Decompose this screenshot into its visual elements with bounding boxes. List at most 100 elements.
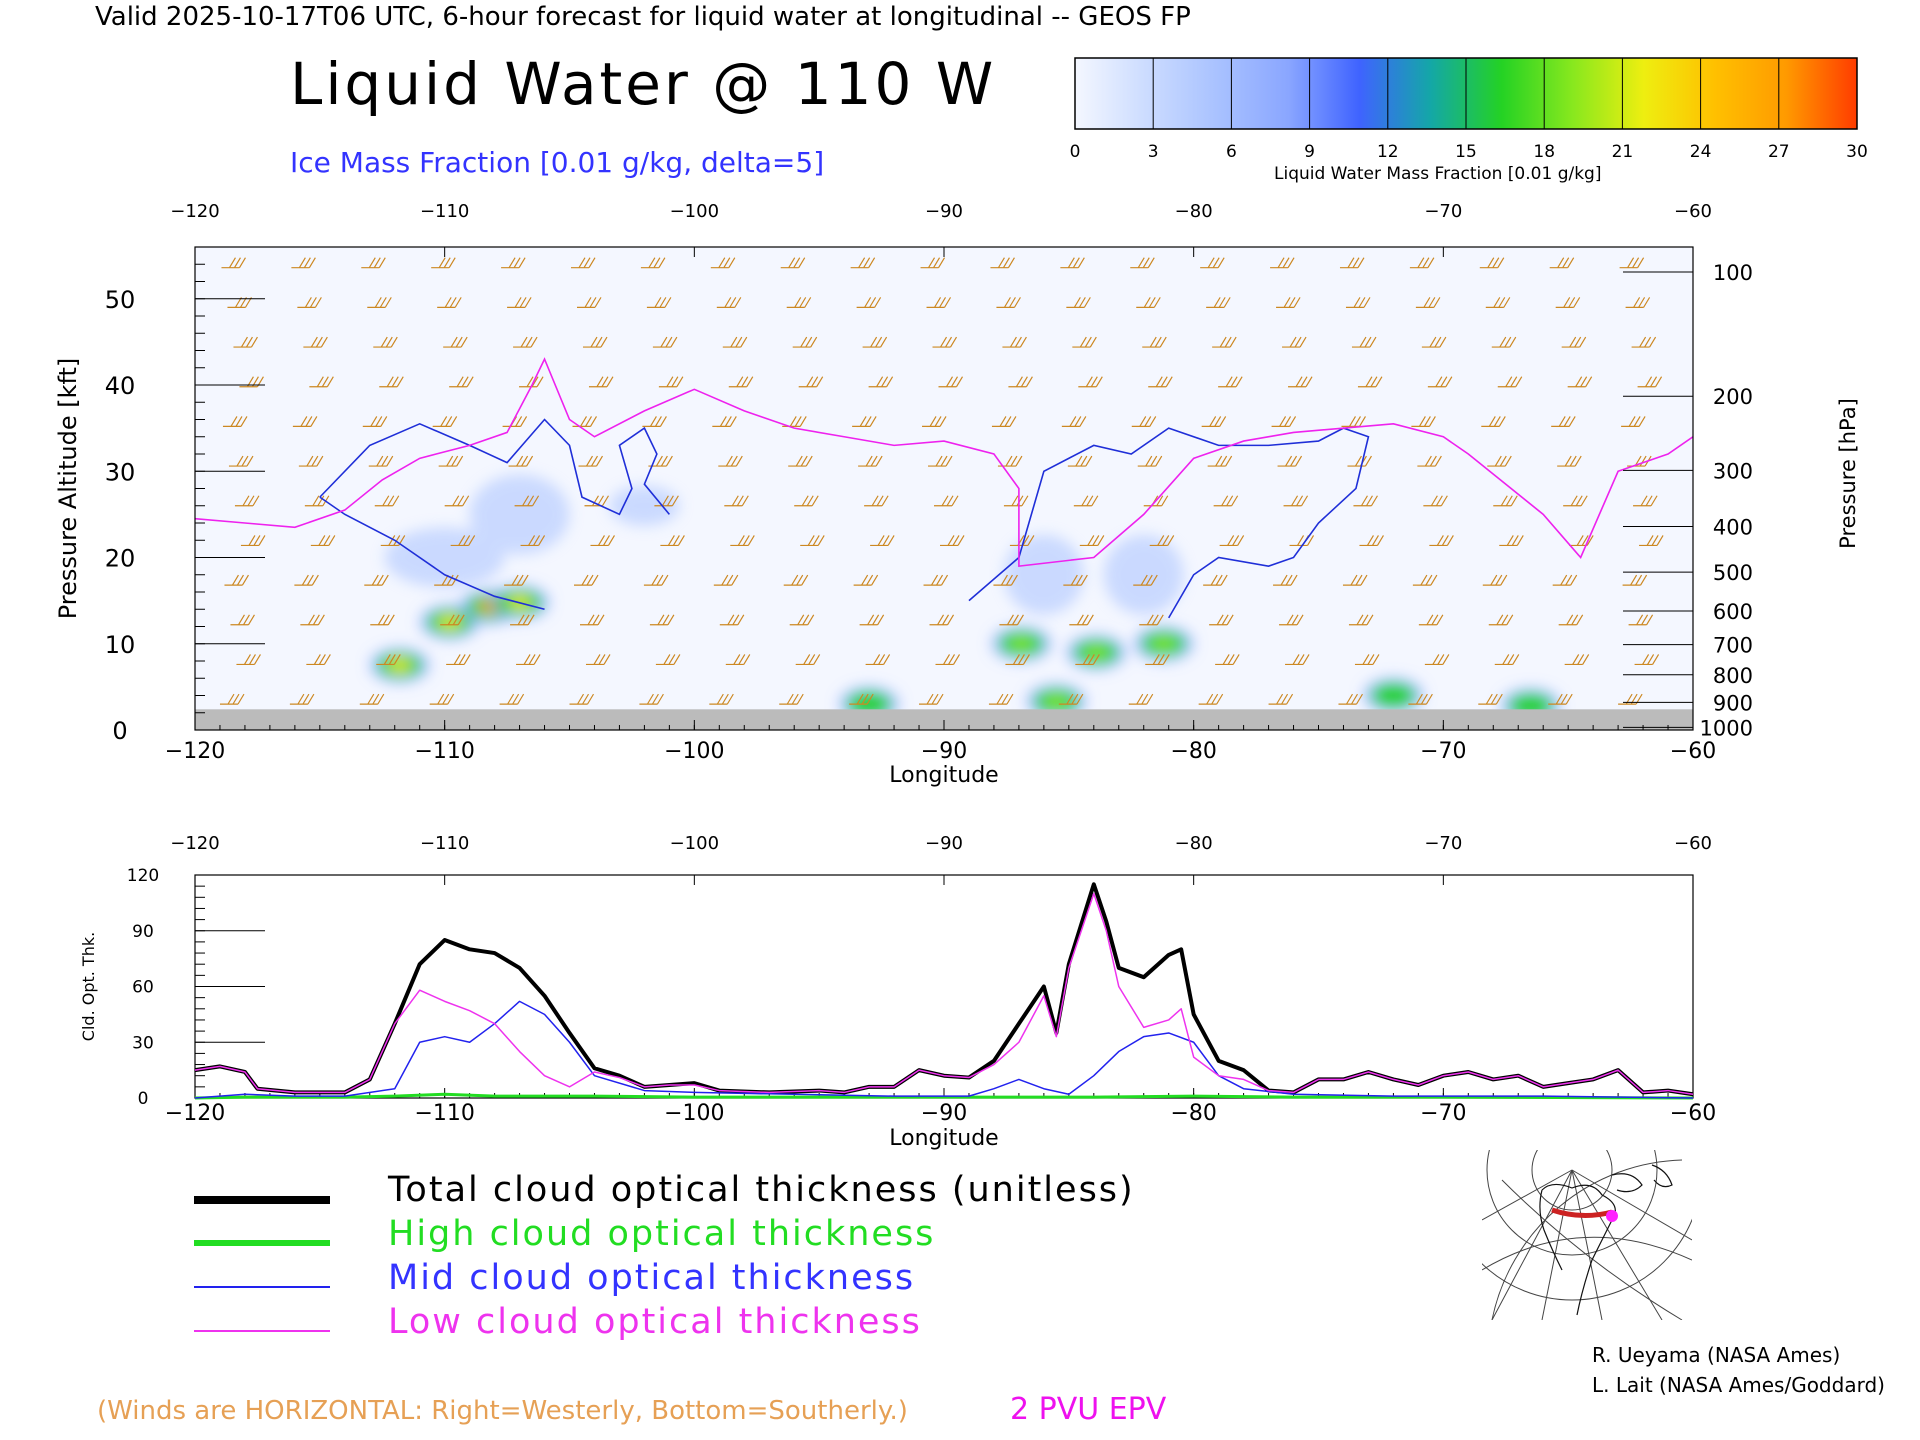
wind-barb: [294, 574, 319, 586]
x-tick-label-top: −110: [420, 833, 469, 854]
wind-barb: [291, 257, 316, 269]
wind-barb: [1621, 416, 1646, 427]
wind-barb: [932, 336, 958, 348]
wind-barb: [850, 257, 876, 269]
pressure-tick-label: 600: [1713, 600, 1753, 624]
x-tick-label: −80: [1170, 739, 1216, 764]
wind-barb: [376, 654, 401, 666]
wind-barb: [988, 693, 1014, 705]
wind-barb: [588, 376, 614, 388]
x-tick-label-top: −120: [170, 201, 219, 222]
y-tick-label: 120: [127, 866, 159, 886]
wind-barb: [940, 535, 965, 547]
pressure-tick-label: 800: [1713, 664, 1753, 688]
wind-barb: [431, 257, 456, 269]
credit-line-1: R. Ueyama (NASA Ames): [1592, 1343, 1841, 1367]
wind-barb: [786, 297, 812, 308]
page-title: Liquid Water @ 110 W: [290, 50, 997, 118]
wind-barb: [438, 455, 464, 467]
wind-barb: [868, 376, 894, 388]
wind-barb: [722, 336, 748, 348]
legend-total-label: Total cloud optical thickness (unitless): [388, 1170, 1135, 1210]
wind-barb: [1200, 257, 1225, 269]
wind-barb: [1130, 257, 1155, 269]
wind-barb: [449, 376, 474, 388]
wind-barb: [991, 416, 1017, 427]
y-tick-label: 90: [132, 922, 154, 942]
pressure-tick-label: 900: [1713, 691, 1753, 715]
wind-barb: [289, 693, 315, 705]
wind-barb: [370, 614, 395, 626]
wind-barb: [649, 614, 675, 626]
legend-total-swatch: [194, 1196, 330, 1204]
wind-barb: [1137, 455, 1163, 467]
wind-barb: [728, 376, 754, 388]
ice-mass-label: Ice Mass Fraction [0.01 g/kg, delta=5]: [290, 146, 825, 179]
wind-barb: [789, 614, 815, 626]
wind-barb: [1558, 614, 1584, 626]
liquid-water-cross-section: −120 −120 −110 −110 −100 −100 −90 −90 −80 −80 −70 −…: [54, 201, 1860, 788]
wind-barb: [502, 416, 528, 427]
wind-barb: [938, 376, 964, 388]
wind-barb: [514, 495, 540, 507]
optical-thickness-chart: −120 −120 −110 −110 −100 −100 −90 −90 −80 −80 −70 −…: [79, 833, 1716, 1151]
wind-barb: [1075, 654, 1100, 666]
x-tick-label-top: −90: [925, 201, 963, 222]
pressure-tick-label: 300: [1713, 459, 1753, 483]
x-tick-label-top: −60: [1674, 833, 1712, 854]
wind-barb: [780, 257, 806, 269]
pressure-tick-label: 400: [1713, 515, 1753, 539]
colorbar-tick-label: 9: [1304, 142, 1315, 162]
wind-barb: [1347, 455, 1372, 467]
wind-barb: [1429, 535, 1454, 547]
wind-barb: [1478, 693, 1503, 705]
wind-barb: [1359, 535, 1384, 547]
legend-high-label: High cloud optical thickness: [388, 1214, 936, 1254]
wind-barb: [652, 336, 678, 348]
wind-barb: [1133, 574, 1158, 586]
wind-barb: [579, 614, 605, 626]
x-tick-label: −90: [921, 1101, 967, 1126]
wind-barb: [1637, 376, 1663, 388]
wind-barb: [227, 297, 252, 308]
wind-barb: [520, 535, 546, 547]
legend-mid-swatch: [194, 1286, 330, 1288]
wind-barb: [572, 416, 598, 427]
wind-barb: [1072, 336, 1097, 348]
wind-barb: [297, 297, 322, 308]
wind-barb: [792, 336, 818, 348]
y-tick-label: 10: [105, 631, 136, 659]
ice-shade-patch: [609, 485, 680, 526]
pressure-tick-label: 200: [1713, 385, 1753, 409]
y-tick-label: 40: [105, 372, 136, 400]
wind-barb: [999, 614, 1024, 626]
pressure-tick-label: 500: [1713, 561, 1753, 585]
wind-barb: [1338, 693, 1363, 705]
y-axis-label: Pressure Altitude [kft]: [54, 358, 82, 620]
wind-barb: [240, 535, 266, 547]
wind-barb: [1131, 416, 1157, 427]
x-tick-label-top: −100: [670, 201, 719, 222]
wind-barb: [1069, 614, 1094, 626]
wind-barb: [219, 693, 245, 705]
liquid-water-core: [1046, 695, 1067, 708]
wind-barb: [361, 257, 386, 269]
wind-barb: [1619, 257, 1645, 269]
wind-barb: [367, 297, 392, 308]
x-tick-label: −70: [1420, 1101, 1466, 1126]
wind-barb: [368, 455, 394, 467]
wind-barb: [849, 693, 874, 705]
wind-barb: [858, 455, 883, 467]
wind-barb: [1569, 535, 1594, 547]
wind-barb: [1479, 257, 1505, 269]
x-tick-label-top: −90: [925, 833, 963, 854]
pressure-tick-label: 100: [1713, 261, 1753, 285]
colorbar-tick-label: 18: [1533, 142, 1555, 162]
wind-barb: [862, 336, 888, 348]
wind-barb: [1563, 495, 1588, 507]
wind-barb: [1283, 495, 1309, 507]
wind-barb: [1357, 376, 1383, 388]
y-tick-label: 0: [138, 1089, 149, 1109]
wind-barb: [870, 535, 895, 547]
wind-barb: [1149, 535, 1175, 547]
